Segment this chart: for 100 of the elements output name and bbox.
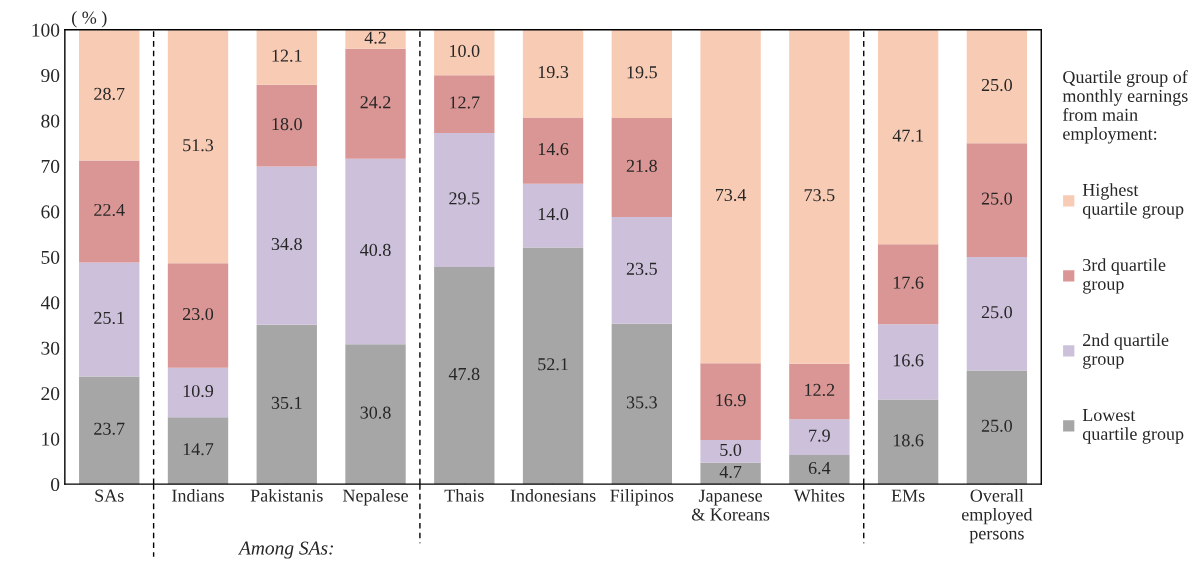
bar	[522, 29, 584, 118]
y-tick-label: 40	[40, 296, 60, 310]
data-label: 25.0	[981, 192, 1012, 205]
data-label: 14.7	[183, 443, 214, 456]
x-tick-label: Japanese & Koreans	[691, 489, 770, 521]
bar	[611, 323, 673, 485]
bar	[700, 29, 761, 364]
bar	[966, 143, 1028, 257]
data-label: 19.5	[627, 66, 657, 79]
x-tick-label: Indians	[172, 489, 224, 502]
bar	[167, 263, 229, 368]
data-label: 7.9	[809, 429, 830, 442]
bar	[966, 256, 1028, 371]
y-tick-label: 100	[32, 23, 60, 37]
bar	[345, 48, 406, 159]
bar	[522, 183, 584, 248]
legend-label: 3rd quartile group	[1083, 258, 1166, 294]
data-label: 28.7	[94, 87, 125, 100]
data-label: 25.1	[94, 311, 124, 325]
x-tick-label: EMs	[891, 489, 925, 502]
bar	[789, 363, 850, 420]
data-label: 35.1	[271, 396, 302, 409]
data-label: 51.3	[183, 139, 214, 152]
data-label: 5.0	[720, 443, 742, 457]
text: Among SAs:	[237, 541, 334, 559]
data-label: 25.0	[981, 306, 1012, 319]
data-label: 47.8	[448, 367, 480, 381]
bar	[345, 29, 406, 49]
bar	[700, 363, 761, 441]
bar	[700, 440, 761, 463]
bar	[522, 247, 584, 485]
bar	[789, 29, 850, 364]
data-label: 17.6	[893, 276, 924, 289]
data-label: 4.2	[364, 31, 386, 44]
data-label: 25.0	[981, 419, 1012, 432]
data-label: 14.0	[538, 207, 569, 221]
bar	[877, 244, 939, 325]
bar	[79, 262, 140, 377]
legend-label: Highest quartile group	[1082, 183, 1184, 219]
bar	[79, 30, 140, 161]
data-label: 30.8	[360, 406, 391, 419]
bar	[611, 117, 673, 217]
bar	[611, 29, 673, 118]
x-tick-label: Pakistanis	[250, 489, 323, 502]
data-label: 22.4	[94, 203, 125, 217]
data-label: 29.5	[449, 192, 480, 205]
legend-label: 2nd quartile group	[1083, 333, 1169, 369]
data-label: 23.0	[183, 307, 214, 321]
data-label: 24.2	[360, 96, 391, 109]
data-label: 6.4	[808, 461, 831, 475]
legend-title: Quartile group of monthly earnings from main employment:	[1062, 70, 1188, 144]
bar	[611, 216, 673, 324]
y-tick-label: 70	[41, 159, 60, 173]
bar	[966, 29, 1028, 144]
data-label: 12.2	[805, 383, 835, 397]
data-label: 16.6	[893, 354, 924, 367]
bar	[345, 158, 406, 345]
data-label: 23.5	[626, 262, 657, 275]
bar	[256, 166, 317, 325]
bar	[700, 462, 761, 485]
bar	[79, 160, 140, 263]
bar	[256, 29, 317, 85]
bar	[877, 30, 939, 245]
x-tick-label: Indonesians	[510, 489, 596, 502]
x-tick-label: Whites	[793, 489, 845, 502]
data-label: 21.8	[626, 159, 657, 173]
data-label: 73.4	[715, 188, 747, 202]
data-label: 34.8	[271, 237, 302, 251]
bar	[434, 29, 495, 76]
y-axis-title: ( % )	[72, 11, 107, 28]
data-label: 25.0	[981, 78, 1012, 92]
bar	[345, 344, 406, 485]
bar	[167, 30, 229, 264]
data-label: 10.0	[450, 44, 480, 58]
data-label: 23.7	[94, 422, 125, 435]
legend-label: Lowest quartile group	[1082, 409, 1184, 444]
x-tick-label: Overall employed persons	[961, 489, 1033, 544]
bar	[966, 370, 1028, 485]
data-label: 18.0	[272, 117, 302, 131]
data-label: 35.3	[626, 396, 657, 409]
data-label: 73.5	[804, 189, 835, 202]
bar	[79, 376, 140, 485]
data-label: 12.1	[272, 49, 302, 62]
bar	[789, 455, 850, 485]
x-tick-label: SAs	[95, 489, 124, 502]
data-label: 14.6	[538, 142, 569, 156]
bar	[434, 132, 495, 267]
bar	[256, 324, 317, 485]
data-label: 18.6	[893, 434, 924, 447]
data-label: 4.7	[719, 465, 742, 479]
y-tick-label: 90	[41, 68, 60, 83]
y-tick-label: 30	[41, 341, 60, 355]
bar	[256, 84, 317, 167]
bar	[167, 417, 229, 485]
bar	[434, 266, 495, 485]
data-label: 40.8	[360, 243, 391, 257]
bar	[877, 399, 939, 485]
data-label: 52.1	[538, 358, 568, 371]
y-tick-label: 0	[51, 477, 60, 492]
y-tick-label: 50	[41, 250, 60, 264]
